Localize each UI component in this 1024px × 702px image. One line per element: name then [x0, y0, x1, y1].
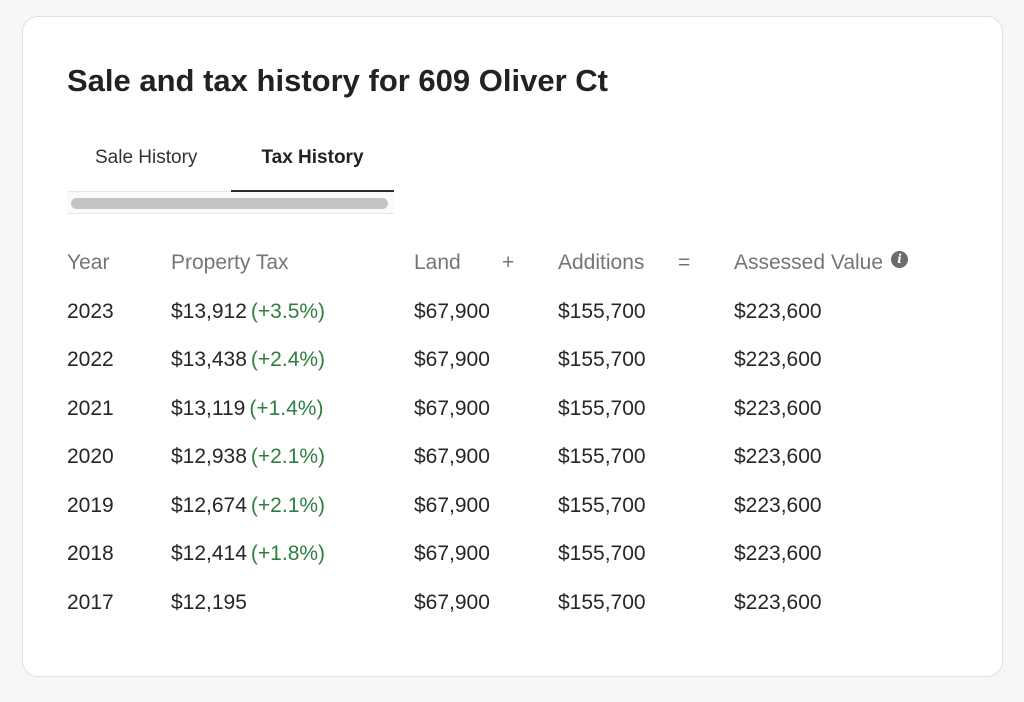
table-row: 2023 $67,900 $155,700 $223,600 $13,912 (+3.5%…	[67, 292, 947, 341]
cell-assessed-value: $223,600	[734, 445, 822, 468]
cell-additions: $155,700	[558, 299, 646, 323]
property-tax-change: (+2.4%)	[250, 348, 326, 371]
cell-property-tax: $12,674 (+2.1%)	[171, 486, 325, 526]
property-tax-change: (+1.4%)	[249, 396, 324, 420]
table-row: 2021 $67,900 $155,700 $223,600 $13,119 (+1.4%…	[67, 389, 947, 438]
cell-assessed-value: $223,600	[734, 493, 822, 517]
property-tax-amount: $13,119	[171, 396, 246, 420]
cell-additions: $155,700	[558, 542, 646, 565]
cell-property-tax: $12,938 (+2.1%)	[171, 437, 325, 477]
cell-year: 2017	[67, 590, 114, 614]
header-additions: Additions	[558, 251, 645, 274]
cell-additions: $155,700	[558, 493, 646, 517]
cell-additions: $155,700	[558, 348, 646, 371]
cell-assessed-value: $223,600	[734, 396, 822, 420]
header-assessed-value-label: Assessed Value	[734, 251, 884, 274]
cell-year: 2019	[67, 493, 114, 517]
header-year: Year	[67, 251, 110, 274]
cell-year: 2018	[67, 542, 114, 565]
header-land: Land	[414, 251, 461, 274]
cell-additions: $155,700	[558, 396, 646, 420]
property-tax-change: (+3.5%)	[250, 299, 326, 323]
table-row: 2022 $67,900 $155,700 $223,600 $13,438 (+2.4%…	[67, 340, 947, 389]
header-equals-sign: =	[678, 251, 691, 274]
page-title: Sale and tax history for 609 Oliver Ct	[67, 63, 608, 98]
property-tax-amount: $12,195	[171, 590, 247, 614]
cell-property-tax: $13,438 (+2.4%)	[171, 340, 325, 380]
cell-assessed-value: $223,600	[734, 542, 822, 565]
cell-property-tax: $13,119 (+1.4%)	[171, 389, 323, 429]
property-tax-amount: $12,938	[171, 445, 247, 468]
property-tax-amount: $13,438	[171, 348, 247, 371]
cell-assessed-value: $223,600	[734, 590, 822, 614]
cell-property-tax: $13,912 (+3.5%)	[171, 292, 325, 332]
cell-land: $67,900	[414, 396, 490, 420]
tab-tax-history[interactable]: Tax History	[231, 142, 394, 193]
tax-history-table: Year Property Tax Land + Additions = Ass…	[67, 243, 947, 631]
table-body: 2023 $67,900 $155,700 $223,600 $13,912 (+3.5%…	[67, 292, 947, 632]
info-icon[interactable]: i	[891, 251, 909, 268]
cell-land: $67,900	[414, 299, 490, 323]
header-assessed-value: Assessed Value i	[734, 243, 909, 283]
header-property-tax: Property Tax	[171, 251, 289, 274]
cell-year: 2020	[67, 445, 114, 468]
property-tax-change: (+2.1%)	[250, 445, 326, 468]
property-tax-change: (+1.8%)	[250, 542, 326, 565]
cell-additions: $155,700	[558, 445, 646, 468]
cell-assessed-value: $223,600	[734, 348, 822, 371]
property-tax-amount: $13,912	[171, 299, 247, 323]
history-tabs: Sale History Tax History	[67, 142, 394, 193]
cell-land: $67,900	[414, 542, 490, 565]
cell-year: 2023	[67, 299, 114, 323]
tabs-scrollbar[interactable]	[67, 192, 394, 214]
property-tax-amount: $12,674	[171, 493, 247, 517]
table-header-row: Year Property Tax Land + Additions = Ass…	[67, 243, 947, 292]
cell-year: 2022	[67, 348, 114, 371]
table-row: 2020 $67,900 $155,700 $223,600 $12,938 (+2.1%…	[67, 437, 947, 486]
table-row: 2019 $67,900 $155,700 $223,600 $12,674 (+2.1%…	[67, 486, 947, 535]
table-row: 2017 $67,900 $155,700 $223,600 $12,195	[67, 583, 947, 632]
property-tax-change: (+2.1%)	[250, 493, 326, 517]
scrollbar-thumb[interactable]	[71, 198, 388, 209]
cell-land: $67,900	[414, 590, 490, 614]
header-plus-sign: +	[502, 251, 515, 274]
property-tax-amount: $12,414	[171, 542, 247, 565]
tax-history-card: Sale and tax history for 609 Oliver Ct S…	[22, 16, 1003, 677]
cell-property-tax: $12,414 (+1.8%)	[171, 534, 325, 574]
cell-year: 2021	[67, 396, 114, 420]
cell-land: $67,900	[414, 348, 490, 371]
cell-assessed-value: $223,600	[734, 299, 822, 323]
cell-land: $67,900	[414, 445, 490, 468]
cell-property-tax: $12,195	[171, 583, 247, 623]
table-row: 2018 $67,900 $155,700 $223,600 $12,414 (+1.8%…	[67, 534, 947, 583]
cell-land: $67,900	[414, 493, 490, 517]
cell-additions: $155,700	[558, 590, 646, 614]
tab-sale-history[interactable]: Sale History	[95, 147, 198, 168]
